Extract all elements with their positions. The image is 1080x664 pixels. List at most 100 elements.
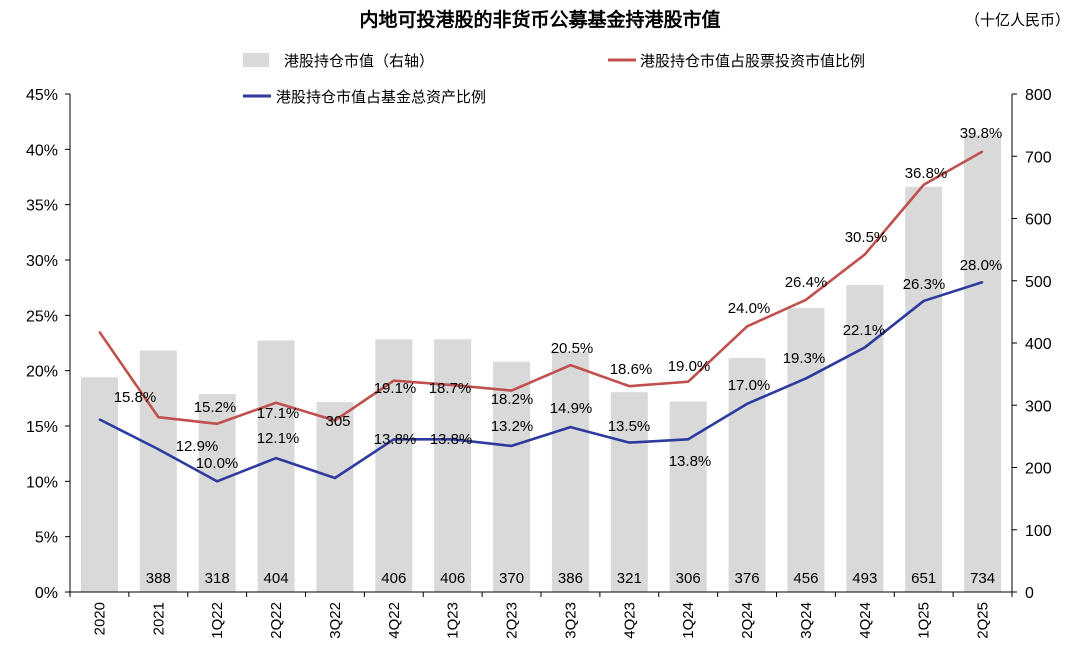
series-1-point [393, 379, 395, 382]
blue-line-value-label: 305 [325, 413, 350, 430]
bar-value-label: 406 [440, 570, 465, 587]
bar-value-label: 456 [793, 570, 818, 587]
bar-1Q22 [198, 394, 236, 592]
series-2-point [864, 346, 866, 349]
series-2-point [216, 480, 218, 483]
x-tick-label: 2Q23 [504, 602, 521, 639]
bar-4Q23 [610, 392, 648, 592]
right-tick-label: 200 [1025, 461, 1052, 478]
bar-value-label: 321 [617, 570, 642, 587]
blue-line-value-label: 13.5% [608, 418, 651, 435]
bar-2Q25 [964, 135, 1002, 592]
series-1-point [687, 380, 689, 383]
red-line-value-label: 18.2% [491, 391, 534, 408]
red-line-value-label: 17.1% [257, 405, 300, 422]
series-1-point [216, 422, 218, 425]
bar-value-label: 388 [146, 570, 171, 587]
bar-value-label: 406 [381, 570, 406, 587]
red-line-value-label: 20.5% [551, 340, 594, 357]
left-tick-label: 30% [26, 253, 58, 270]
blue-line-value-label: 17.0% [728, 377, 771, 394]
series-1-point [157, 416, 160, 418]
series-2-point [334, 477, 336, 479]
x-tick-label: 2Q22 [268, 602, 285, 639]
x-tick-label: 2021 [150, 602, 167, 635]
series-1-point [981, 150, 984, 153]
x-tick-label: 1Q22 [209, 602, 226, 639]
x-tick-label: 1Q24 [680, 602, 697, 639]
bar-value-label: 376 [735, 570, 760, 587]
bar-value-label: 493 [852, 570, 877, 587]
red-line-value-label: 18.7% [429, 380, 472, 397]
blue-line-value-label: 13.8% [669, 453, 712, 470]
series-2-point [687, 438, 689, 441]
left-tick-label: 15% [26, 419, 58, 436]
series-1-point [864, 253, 866, 256]
legend-label-blue-line: 港股持仓市值占基金总资产比例 [276, 88, 486, 106]
legend-label-bar: 港股持仓市值（右轴） [284, 52, 434, 70]
bar-value-label: 318 [205, 570, 230, 587]
right-tick-label: 300 [1025, 398, 1052, 415]
x-tick-label: 2Q25 [975, 602, 992, 639]
bar-2Q23 [493, 361, 531, 592]
bar-1Q23 [434, 339, 472, 592]
series-line-2 [98, 280, 983, 483]
bar-2020 [80, 377, 118, 592]
red-line-value-label: 15.8% [114, 389, 157, 406]
series-2-point [510, 445, 513, 447]
bars [80, 135, 1002, 592]
x-tick-label: 3Q22 [327, 602, 344, 639]
legend-swatch-bar [243, 53, 269, 67]
left-tick-label: 40% [26, 142, 58, 159]
blue-line-value-label: 14.9% [550, 400, 593, 417]
series-1-point [746, 325, 748, 328]
legend-label-red-line: 港股持仓市值占股票投资市值比例 [640, 52, 865, 70]
series-2-point [157, 448, 160, 451]
left-tick-label: 20% [26, 364, 58, 381]
blue-line-value-label: 10.0% [196, 455, 239, 472]
red-line-value-label: 18.6% [610, 361, 653, 378]
x-tick-label: 1Q23 [445, 602, 462, 639]
data-labels: 388 318 404 406 406 370 386 321 306 376 456 493 651 7… [114, 125, 1003, 587]
series-2-point [275, 457, 277, 459]
legend: 港股持仓市值（右轴） 港股持仓市值占股票投资市值比例 港股持仓市值占基金总资产比… [243, 52, 865, 106]
bar-3Q22 [316, 402, 354, 592]
left-tick-label: 45% [26, 87, 58, 104]
red-line-value-label: 19.1% [374, 380, 417, 397]
x-tick-label: 2020 [91, 602, 108, 635]
series-2-point [981, 281, 984, 283]
right-tick-label: 600 [1025, 212, 1052, 229]
blue-line-value-label: 28.0% [960, 257, 1003, 274]
bar-value-label: 386 [558, 570, 583, 587]
right-tick-label: 500 [1025, 274, 1052, 291]
chart-title: 内地可投港股的非货币公募基金持港股市值 [359, 8, 720, 31]
left-tick-label: 35% [26, 198, 58, 215]
series-2-point [628, 441, 631, 444]
left-tick-label: 10% [26, 474, 58, 491]
series-2-point [569, 426, 572, 428]
bar-1Q25 [905, 186, 943, 592]
right-tick-label: 700 [1025, 149, 1052, 166]
series-1-point [275, 401, 277, 404]
blue-line-value-label: 13.2% [491, 418, 534, 435]
series-2-point [393, 438, 395, 441]
x-tick-label: 4Q23 [621, 602, 638, 639]
bar-2Q24 [728, 357, 766, 592]
series-1-point [510, 389, 513, 392]
x-tick-label: 4Q24 [857, 602, 874, 639]
series-1-point [922, 183, 925, 186]
x-tick-label: 1Q25 [916, 602, 933, 639]
series-1-point [98, 331, 101, 333]
series-1-point [451, 384, 454, 386]
x-tick-label: 3Q23 [562, 602, 579, 639]
unit-label: （十亿人民币） [965, 11, 1070, 29]
bar-3Q23 [551, 351, 589, 592]
right-tick-label: 100 [1025, 523, 1052, 540]
series-2-point [805, 377, 807, 380]
blue-line-value-label: 22.1% [843, 322, 886, 339]
red-line-value-label: 26.4% [785, 274, 828, 291]
blue-line-value-label: 13.8% [374, 431, 417, 448]
series-1-point [334, 419, 336, 422]
series-1-point [569, 364, 572, 366]
